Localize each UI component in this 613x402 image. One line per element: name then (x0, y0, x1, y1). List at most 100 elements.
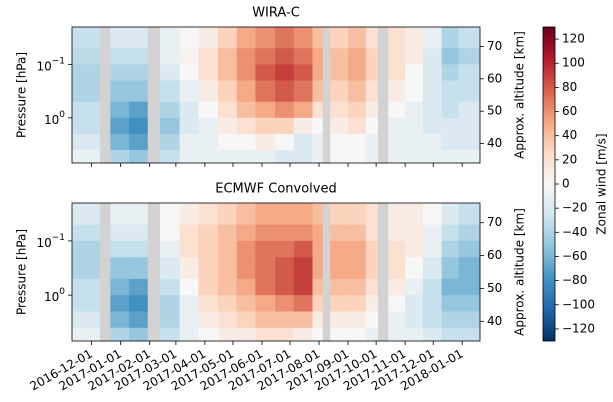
colorbar-tick-label: 40 (562, 128, 577, 142)
heatmap-cell (422, 295, 443, 312)
missing-cell (322, 101, 331, 119)
panel-title: ECMWF Convolved (215, 182, 336, 197)
heatmap-cell (405, 278, 424, 296)
heatmap-cell (388, 240, 406, 258)
heatmap-cell (441, 224, 459, 242)
heatmap-cell (198, 311, 219, 329)
heatmap-cell (255, 203, 276, 225)
heatmap-cell (458, 101, 481, 119)
missing-cell (378, 48, 389, 65)
heatmap-cell (422, 27, 443, 49)
missing-cell (147, 27, 161, 49)
heatmap-cell (255, 80, 276, 103)
heatmap-cell (129, 224, 149, 242)
heatmap-cell (159, 240, 181, 258)
heatmap-cell (365, 80, 379, 103)
heatmap-cell (365, 133, 379, 151)
colorbar-tick-label: −120 (562, 321, 595, 335)
heatmap-cell (312, 295, 324, 312)
heatmap-cell (110, 327, 130, 342)
heatmap-cell (179, 150, 199, 164)
heatmap-cell (330, 240, 349, 258)
missing-cell (100, 203, 111, 225)
heatmap-cell (388, 101, 406, 119)
heatmap-cell (388, 327, 406, 342)
heatmap-cell (255, 27, 276, 49)
heatmap-cell (365, 224, 379, 242)
heatmap-cell (365, 203, 379, 225)
y2-tick-label: 40 (487, 314, 502, 328)
missing-cell (378, 278, 389, 296)
colorbar-tick-label: 120 (562, 32, 585, 46)
heatmap-cell (293, 27, 313, 49)
heatmap-cell (275, 48, 295, 65)
heatmap-cell (255, 101, 276, 119)
missing-cell (378, 80, 389, 103)
heatmap-cell (255, 327, 276, 342)
missing-cell (100, 133, 111, 151)
heatmap-cell (312, 203, 324, 225)
heatmap-cell (422, 48, 443, 65)
heatmap-cell (179, 80, 199, 103)
heatmap-cell (422, 203, 443, 225)
heatmap-cell (458, 203, 481, 225)
heatmap-cell (312, 133, 324, 151)
heatmap-cell (441, 117, 459, 135)
heatmap-cell (441, 80, 459, 103)
heatmap-cell (110, 240, 130, 258)
heatmap-cell (365, 101, 379, 119)
heatmap-cell (458, 224, 481, 242)
heatmap-cell (388, 80, 406, 103)
y-tick-label: 10−1 (36, 56, 65, 73)
missing-cell (100, 311, 111, 329)
missing-cell (322, 150, 331, 164)
heatmap-cell (405, 327, 424, 342)
heatmap-cell (458, 133, 481, 151)
heatmap-cell (293, 133, 313, 151)
heatmap-cell (348, 240, 367, 258)
heatmap-cell (72, 150, 101, 164)
y2-tick-label: 40 (487, 136, 502, 150)
heatmap-cell (312, 257, 324, 280)
missing-cell (378, 295, 389, 312)
missing-cell (322, 48, 331, 65)
heatmap-cell (312, 150, 324, 164)
missing-cell (147, 278, 161, 296)
heatmap-cell (110, 150, 130, 164)
heatmap-cell (72, 311, 101, 329)
colorbar-tick-label: 100 (562, 56, 585, 70)
heatmap-cell (179, 64, 199, 81)
heatmap-cell (217, 311, 238, 329)
heatmap-cell (217, 64, 238, 81)
heatmap-cell (159, 203, 181, 225)
heatmap-cell (198, 203, 219, 225)
heatmap-cell (330, 48, 349, 65)
missing-cell (147, 150, 161, 164)
missing-cell (100, 224, 111, 242)
heatmap-cell (179, 311, 199, 329)
heatmap-cell (422, 311, 443, 329)
heatmap-cell (217, 203, 238, 225)
heatmap-cell (72, 64, 101, 81)
heatmap-cell (236, 64, 256, 81)
heatmap-cell (275, 295, 295, 312)
heatmap-cell (388, 203, 406, 225)
heatmap-cell (159, 80, 181, 103)
missing-cell (322, 133, 331, 151)
heatmap-cell (110, 133, 130, 151)
y2-tick-label: 70 (487, 215, 502, 229)
heatmap-cell (159, 224, 181, 242)
missing-cell (322, 311, 331, 329)
heatmap-cell (179, 327, 199, 342)
y2-tick-label: 50 (487, 104, 502, 118)
heatmap-cell (293, 150, 313, 164)
heatmap-cell (129, 80, 149, 103)
heatmap-cell (388, 48, 406, 65)
y2-tick-label: 70 (487, 39, 502, 53)
heatmap-cell (198, 327, 219, 342)
y-tick-exponent: −1 (52, 232, 65, 242)
missing-cell (100, 327, 111, 342)
missing-cell (322, 257, 331, 280)
heatmap-cell (198, 257, 219, 280)
